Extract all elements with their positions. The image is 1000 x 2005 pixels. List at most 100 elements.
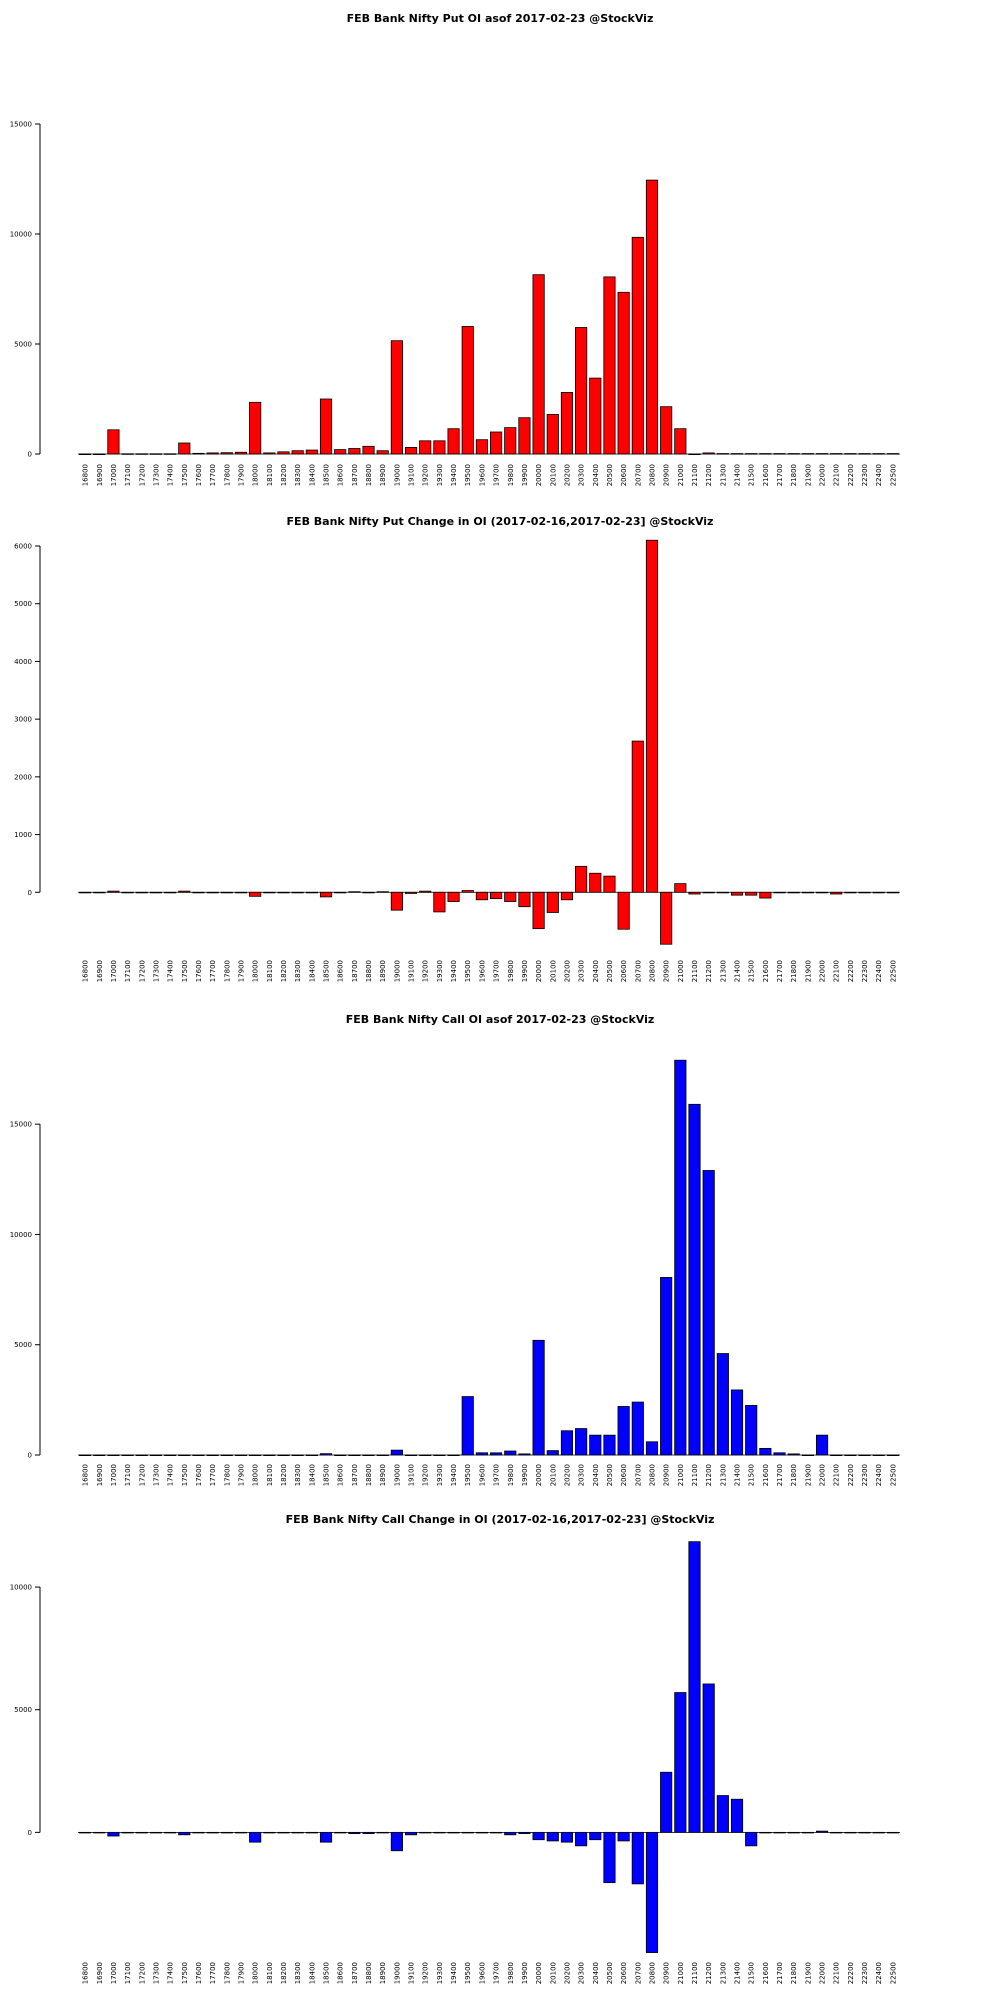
bar-22500 — [886, 1831, 899, 1834]
x-tick-label: 19900 — [521, 464, 529, 486]
x-tick-label: 16800 — [82, 464, 90, 486]
bar-18000 — [249, 891, 262, 897]
bar-18600 — [334, 449, 347, 455]
x-tick-label: 22000 — [819, 464, 827, 486]
bar-19000 — [390, 1449, 403, 1456]
x-tick-label: 18700 — [351, 464, 359, 486]
x-tick-label: 19200 — [422, 1962, 430, 1984]
bar-19800 — [504, 427, 517, 455]
x-tick-label: 21000 — [677, 1962, 685, 1984]
bar-20900 — [660, 406, 673, 455]
x-tick-label: 17000 — [110, 1962, 118, 1984]
bar-21400 — [730, 891, 744, 896]
x-tick-label: 17500 — [181, 1962, 189, 1984]
bar-19500 — [461, 1396, 474, 1456]
x-tick-label: 21400 — [734, 1464, 742, 1486]
x-tick-label: 21400 — [734, 464, 742, 486]
bar-19500 — [461, 1831, 474, 1834]
bar-18400 — [305, 449, 318, 455]
bar-22100 — [830, 1454, 843, 1457]
bar-18800 — [362, 445, 375, 455]
x-tick-label: 19000 — [393, 960, 401, 982]
x-tick-label: 20000 — [535, 1464, 543, 1486]
y-tick-label: 10000 — [10, 1231, 32, 1239]
x-tick-label: 20900 — [663, 960, 671, 982]
x-tick-label: 20200 — [563, 1464, 571, 1486]
x-tick-label: 21300 — [719, 960, 727, 982]
x-tick-label: 18500 — [323, 464, 331, 486]
x-tick-label: 17400 — [167, 1464, 175, 1486]
x-tick-label: 20200 — [563, 464, 571, 486]
bar-19900 — [518, 1831, 531, 1834]
x-tick-label: 19600 — [478, 960, 486, 982]
bar-18300 — [291, 1454, 304, 1457]
bar-20200 — [560, 391, 574, 455]
bar-21200 — [702, 1683, 715, 1833]
chart-title: FEB Bank Nifty Put OI asof 2017-02-23 @S… — [347, 12, 654, 25]
x-tick-label: 20900 — [663, 1962, 671, 1984]
x-tick-label: 18000 — [252, 1962, 260, 1984]
x-tick-label: 17900 — [237, 960, 245, 982]
x-tick-label: 19800 — [507, 464, 515, 486]
x-tick-label: 19200 — [422, 1464, 430, 1486]
y-tick-label: 5000 — [14, 600, 32, 608]
x-tick-label: 20600 — [620, 960, 628, 982]
bar-17200 — [135, 453, 148, 455]
x-tick-label: 18500 — [323, 1962, 331, 1984]
x-tick-label: 18900 — [379, 464, 387, 486]
x-tick-label: 16900 — [96, 960, 104, 982]
x-tick-label: 20500 — [606, 1962, 614, 1984]
bar-18900 — [376, 1454, 389, 1457]
bar-21100 — [688, 1103, 701, 1456]
bar-19000 — [390, 340, 403, 455]
x-tick-label: 20400 — [592, 960, 600, 982]
x-tick-label: 18200 — [280, 1962, 288, 1984]
x-tick-label: 18000 — [252, 464, 260, 486]
x-tick-label: 18100 — [266, 1962, 274, 1984]
bar-17300 — [149, 891, 163, 894]
bar-20800 — [645, 1441, 659, 1456]
bar-21300 — [716, 1795, 729, 1833]
x-tick-label: 17600 — [195, 464, 203, 486]
x-tick-label: 22100 — [833, 1464, 841, 1486]
x-tick-label: 16900 — [96, 464, 104, 486]
x-tick-label: 21100 — [691, 1962, 699, 1984]
bar-22300 — [858, 891, 871, 894]
x-tick-label: 17100 — [124, 960, 132, 982]
bar-21500 — [745, 1831, 758, 1847]
x-tick-label: 17000 — [110, 960, 118, 982]
x-tick-label: 17300 — [152, 1464, 160, 1486]
bar-20400 — [589, 377, 602, 455]
x-tick-label: 17300 — [152, 464, 160, 486]
x-tick-label: 20100 — [549, 960, 557, 982]
bar-20300 — [575, 327, 588, 455]
x-tick-label: 21300 — [719, 464, 727, 486]
bar-21400 — [730, 1798, 744, 1833]
x-tick-label: 21900 — [804, 464, 812, 486]
bar-17600 — [192, 1831, 205, 1834]
chart-title: FEB Bank Nifty Call Change in OI (2017-0… — [286, 1513, 715, 1526]
x-tick-label: 19300 — [436, 960, 444, 982]
x-tick-label: 22300 — [861, 960, 869, 982]
y-tick-label: 10000 — [10, 231, 32, 239]
x-tick-label: 21600 — [762, 1464, 770, 1486]
x-tick-label: 21000 — [677, 464, 685, 486]
bar-16900 — [93, 891, 106, 894]
x-tick-label: 18400 — [308, 960, 316, 982]
x-tick-label: 18900 — [379, 1464, 387, 1486]
x-tick-label: 21800 — [790, 1464, 798, 1486]
bar-17200 — [135, 1454, 148, 1457]
x-tick-label: 20300 — [578, 1962, 586, 1984]
x-tick-label: 19600 — [478, 1962, 486, 1984]
bar-19100 — [404, 1831, 418, 1836]
bar-18400 — [305, 1454, 318, 1457]
bar-19400 — [447, 428, 460, 455]
bar-17400 — [164, 1454, 177, 1457]
bar-22500 — [886, 453, 899, 455]
x-tick-label: 22400 — [875, 1962, 883, 1984]
bar-20100 — [546, 891, 559, 913]
bar-21000 — [674, 1059, 687, 1456]
x-tick-label: 20200 — [563, 960, 571, 982]
